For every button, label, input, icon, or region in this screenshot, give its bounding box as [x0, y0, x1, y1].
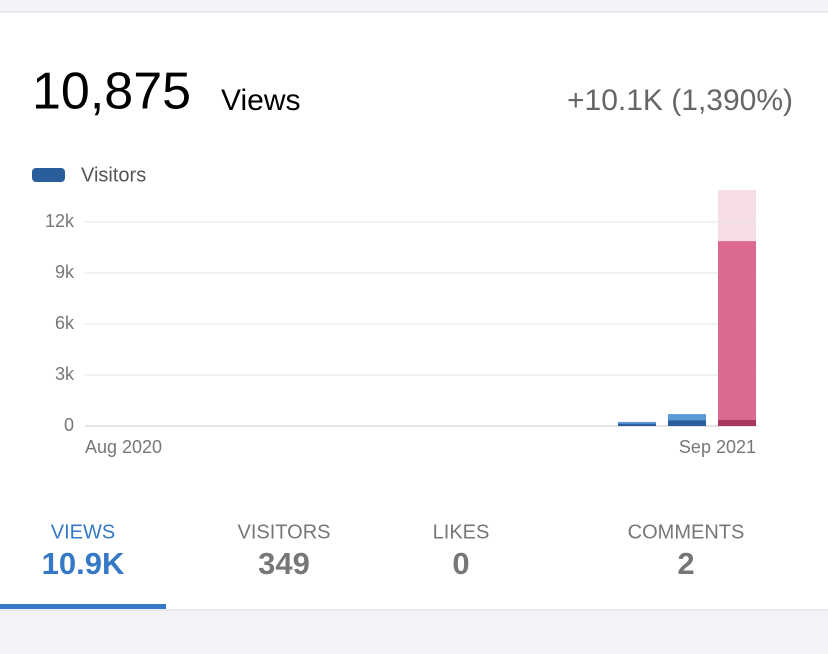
legend-label: Visitors — [81, 164, 146, 186]
legend-swatch — [32, 168, 65, 182]
x-tick-label: Aug 2020 — [85, 437, 162, 457]
tab-value[interactable]: 10.9K — [42, 546, 125, 581]
y-tick-label: 0 — [64, 415, 74, 435]
visitors-bar[interactable] — [668, 420, 706, 426]
y-tick-label: 6k — [55, 313, 75, 333]
views-bar[interactable] — [718, 241, 756, 426]
y-tick-label: 3k — [55, 364, 75, 384]
tab-label[interactable]: LIKES — [433, 521, 490, 543]
visitors-bar[interactable] — [718, 420, 756, 426]
tab-value[interactable]: 0 — [452, 546, 469, 581]
card — [0, 12, 828, 610]
x-tick-label: Sep 2021 — [679, 437, 756, 457]
tab-label[interactable]: VISITORS — [238, 521, 331, 543]
tab-label[interactable]: COMMENTS — [628, 521, 745, 543]
tab-label[interactable]: VIEWS — [51, 521, 115, 543]
tab-value[interactable]: 349 — [258, 546, 310, 581]
total-unit: Views — [221, 84, 300, 117]
change: +10.1K (1,390%) — [567, 84, 793, 117]
total-views: 10,875 — [32, 63, 191, 121]
y-tick-label: 12k — [45, 211, 75, 231]
views-bar[interactable] — [668, 414, 706, 426]
visitors-bar[interactable] — [618, 423, 656, 426]
y-tick-label: 9k — [55, 262, 75, 282]
selected-tab-indicator — [0, 604, 166, 609]
tab-value[interactable]: 2 — [677, 546, 694, 581]
